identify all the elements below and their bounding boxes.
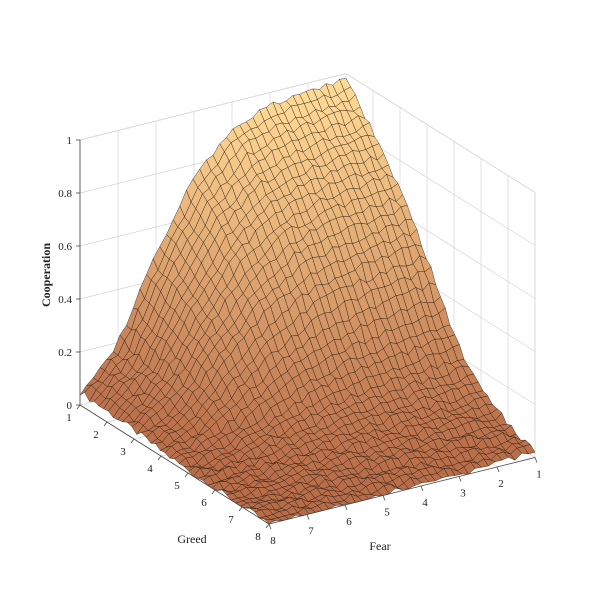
fear-tick-label: 4: [422, 497, 428, 509]
fear-axis-line: [268, 457, 536, 525]
y-axis-label: Fear: [369, 539, 390, 553]
z-tick-label: 0.8: [58, 188, 72, 200]
greed-tick-label: 7: [228, 514, 234, 526]
z-tick-label: 0.4: [58, 294, 72, 306]
greed-tick-label: 3: [120, 446, 126, 458]
fear-tick-label: 7: [308, 526, 314, 538]
fear-tick-mark: [534, 457, 538, 463]
greed-tick-mark: [157, 455, 162, 461]
fear-tick-label: 2: [498, 478, 504, 490]
surface-layer: [79, 78, 536, 524]
greed-tick-mark: [103, 421, 108, 427]
greed-tick-label: 2: [93, 429, 99, 441]
greed-tick-mark: [211, 489, 216, 495]
z-tick-label: 1: [67, 135, 73, 147]
fear-tick-mark: [268, 523, 272, 530]
axis-layer: 0 0.2 0.4 0.6 0.8 1 1 2 3 4 5 6 7 8 1 2 3 4 5 6 7 8: [58, 135, 542, 547]
fear-tick-label: 6: [346, 516, 352, 528]
greed-tick-mark: [130, 438, 135, 444]
fear-tick-label: 3: [460, 488, 466, 500]
surface-patch: [263, 518, 277, 524]
fear-tick-mark: [496, 466, 500, 473]
greed-tick-label: 5: [174, 480, 180, 492]
fear-tick-mark: [420, 485, 424, 492]
greed-tick-label: 4: [147, 463, 153, 475]
z-tick-label: 0: [67, 400, 73, 412]
fear-tick-mark: [306, 514, 310, 520]
fear-tick-mark: [458, 476, 462, 482]
fear-tick-mark: [382, 495, 386, 501]
z-axis-label: Cooperation: [39, 243, 53, 307]
fear-tick-label: 5: [384, 507, 390, 519]
greed-tick-label: 1: [66, 412, 72, 424]
greed-tick-mark: [265, 523, 270, 529]
greed-tick-label: 8: [255, 531, 261, 543]
z-tick-label: 0.2: [58, 347, 72, 359]
greed-axis-line: [79, 404, 270, 525]
x-axis-label: Greed: [177, 532, 206, 546]
z-gridline-right-5: [345, 73, 536, 193]
greed-tick-mark: [184, 472, 189, 478]
greed-tick-mark: [238, 506, 243, 512]
z-gridline-back-5: [79, 73, 347, 141]
fear-tick-label: 8: [270, 535, 276, 547]
greed-tick-mark: [76, 404, 81, 410]
fear-tick-label: 1: [536, 469, 542, 481]
fear-tick-mark: [344, 504, 348, 511]
greed-tick-label: 6: [201, 497, 207, 509]
z-tick-label: 0.6: [58, 241, 72, 253]
